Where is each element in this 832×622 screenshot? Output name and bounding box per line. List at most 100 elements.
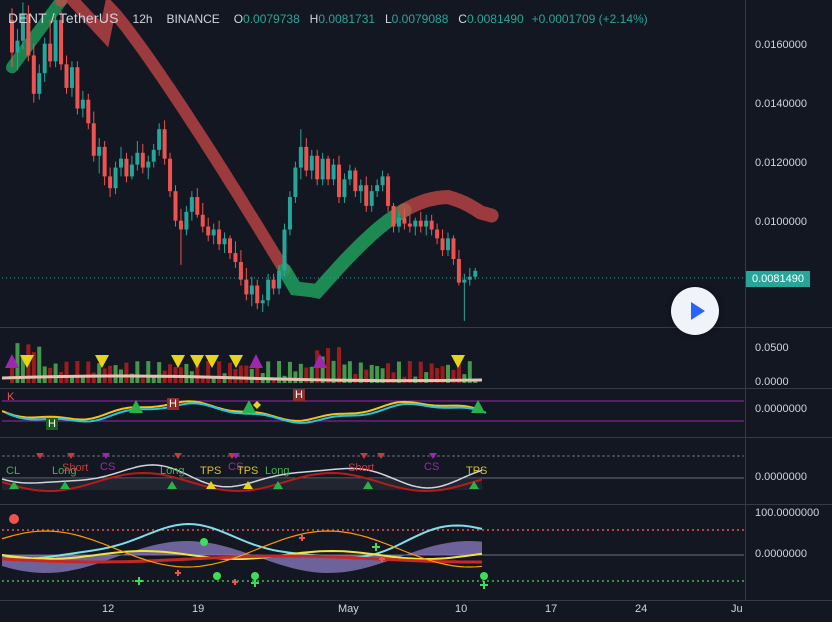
volume-bar — [418, 361, 423, 383]
volume-signal-triangle — [205, 355, 219, 368]
volume-bar — [456, 362, 461, 383]
price-tick: 0.0120000 — [755, 157, 807, 169]
candle-body — [146, 161, 151, 168]
volume-bar — [462, 374, 467, 383]
oscillator-1-pane[interactable] — [2, 389, 744, 437]
volume-bar — [184, 363, 189, 383]
osc2-sell-triangle — [36, 453, 44, 459]
osc1-diamond — [253, 401, 261, 409]
volume-bar — [15, 343, 20, 383]
h-marker-label: H — [167, 398, 179, 410]
volume-signal-triangle — [229, 355, 243, 368]
osc2-buy-triangle — [60, 481, 70, 489]
osc2-buy-triangle — [167, 481, 177, 489]
candle-body — [222, 238, 227, 245]
interval-label[interactable]: 12h — [132, 12, 153, 26]
candle-body — [64, 64, 69, 88]
candle-body — [228, 238, 232, 254]
volume-bar — [440, 366, 445, 383]
candle-body — [435, 229, 440, 239]
osc3-signal-dot — [480, 572, 488, 580]
candle-body — [37, 73, 42, 94]
symbol-legend[interactable]: DENT / TetherUS 12h BINANCE O0.0079738 H… — [8, 10, 648, 26]
price-tick: 0.0140000 — [755, 98, 807, 110]
volume-bar — [157, 362, 162, 383]
candle-body — [347, 170, 352, 180]
candle — [151, 143, 156, 168]
volume-bar — [293, 371, 298, 383]
volume-pane[interactable] — [2, 328, 744, 388]
volume-signal-triangle — [5, 354, 19, 368]
candle-body — [108, 176, 113, 189]
volume-bar — [407, 361, 412, 383]
ribbon-bull-segment — [277, 203, 412, 300]
osc2-sell-triangle — [360, 453, 368, 459]
oscillator-3-pane[interactable] — [2, 505, 744, 600]
long-label: Long — [265, 465, 290, 477]
candle-body — [315, 155, 320, 180]
osc2-tp-triangle — [243, 481, 253, 489]
candle-body — [206, 226, 211, 236]
high-label: H — [309, 12, 319, 26]
candle-body — [80, 99, 85, 109]
candle — [97, 138, 102, 174]
candle — [462, 273, 467, 321]
price-pane[interactable] — [2, 0, 744, 327]
volume-bar — [168, 364, 173, 383]
candle — [184, 205, 189, 236]
volume-bar — [69, 376, 74, 383]
osc3-tick: 100.0000000 — [755, 507, 820, 519]
pane-separator[interactable] — [0, 388, 832, 389]
candle — [337, 155, 341, 203]
candle-body — [331, 164, 336, 180]
volume-bar — [255, 362, 260, 383]
candle-body — [418, 220, 423, 227]
volume-bar — [42, 366, 47, 383]
volume-bar — [238, 365, 243, 383]
short-label: Short — [62, 462, 89, 474]
candle — [386, 173, 391, 212]
ribbon-bear-segment — [397, 190, 499, 223]
h-marker-label: H — [293, 389, 305, 401]
volume-bar — [467, 361, 472, 383]
cs-label: CS — [424, 461, 440, 473]
volume-bar — [353, 373, 358, 383]
volume-tick: 0.0000 — [755, 376, 789, 388]
symbol-name[interactable]: DENT / TetherUS — [8, 10, 119, 26]
tps-label: TPS — [466, 465, 488, 477]
candle — [424, 214, 429, 236]
candle — [347, 164, 352, 186]
time-tick: 19 — [192, 603, 205, 615]
oscillator-2-pane[interactable] — [2, 438, 744, 504]
volume-bar — [97, 363, 102, 383]
volume-bar — [228, 362, 232, 383]
volume-signal-triangle — [20, 355, 34, 368]
osc2-sell-triangle — [377, 453, 385, 459]
volume-bar — [146, 361, 151, 383]
candle — [309, 149, 314, 180]
volume-bar — [320, 356, 325, 383]
candle — [64, 55, 69, 94]
candle — [86, 93, 91, 130]
candle — [162, 120, 167, 165]
price-axis[interactable] — [745, 0, 832, 600]
candle — [168, 152, 173, 198]
pane-separator[interactable] — [0, 504, 832, 505]
osc3-tick: 0.0000000 — [755, 548, 807, 560]
pane-separator[interactable] — [0, 327, 832, 328]
candle-body — [69, 67, 74, 88]
candle-body — [97, 146, 102, 156]
price-tick: 0.0100000 — [755, 216, 807, 228]
candle-body — [451, 238, 456, 259]
time-tick: 12 — [102, 603, 115, 615]
candle-body — [189, 197, 194, 212]
short-label: Short — [348, 462, 375, 474]
volume-bar — [451, 369, 456, 383]
osc2-buy-triangle — [273, 481, 283, 489]
candle-body — [304, 146, 309, 171]
osc2-sell-triangle — [67, 453, 75, 459]
play-button[interactable] — [671, 287, 719, 335]
candle-body — [75, 67, 80, 109]
candle-body — [440, 238, 445, 251]
pane-separator[interactable] — [0, 437, 832, 438]
